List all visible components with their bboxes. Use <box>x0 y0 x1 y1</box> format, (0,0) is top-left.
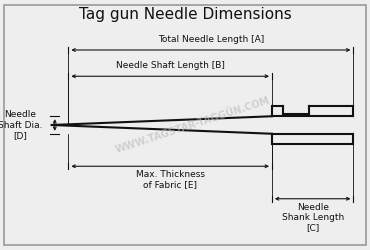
Text: Total Needle Length [A]: Total Needle Length [A] <box>158 35 264 44</box>
Text: Needle Shaft Length [B]: Needle Shaft Length [B] <box>116 61 225 70</box>
Text: WWW.TAGSTAR-TAGGÜN.COM: WWW.TAGSTAR-TAGGÜN.COM <box>114 95 271 155</box>
Text: Needle
Shank Length
[C]: Needle Shank Length [C] <box>282 202 344 232</box>
Text: Max. Thickness
of Fabric [E]: Max. Thickness of Fabric [E] <box>136 170 205 190</box>
FancyBboxPatch shape <box>4 5 366 245</box>
Text: Needle
Shaft Dia.
[D]: Needle Shaft Dia. [D] <box>0 110 43 140</box>
Text: Tag gun Needle Dimensions: Tag gun Needle Dimensions <box>79 8 292 22</box>
